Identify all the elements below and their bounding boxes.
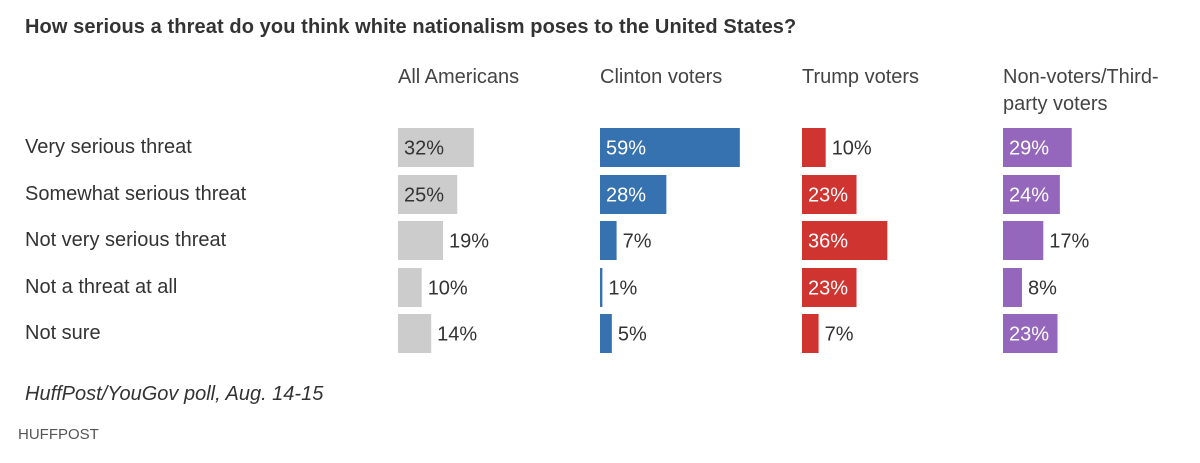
row-label-somewhat-serious: Somewhat serious threat (25, 183, 247, 205)
column-header-clinton-voters: Clinton voters (600, 66, 723, 88)
bar-2-0 (802, 128, 826, 167)
data-label-1-0: 59% (606, 138, 646, 160)
data-label-2-3: 23% (808, 278, 848, 300)
bar-2-1 (802, 175, 857, 214)
data-label-2-2: 36% (808, 231, 848, 253)
row-label-very-serious: Very serious threat (25, 136, 192, 158)
bar-2-2 (802, 221, 888, 260)
data-label-3-0: 29% (1009, 138, 1049, 160)
data-label-2-4: 7% (825, 324, 854, 346)
data-label-2-1: 23% (808, 185, 848, 207)
bar-0-1 (398, 175, 458, 214)
data-label-0-0: 32% (404, 138, 444, 160)
bar-0-0 (398, 128, 474, 167)
data-label-3-1: 24% (1009, 185, 1049, 207)
bar-3-1 (1003, 175, 1060, 214)
bar-1-0 (600, 128, 740, 167)
bar-3-2 (1003, 221, 1044, 260)
row-label-not-sure: Not sure (25, 322, 101, 344)
chart-title: How serious a threat do you think white … (25, 16, 797, 38)
data-label-0-2: 19% (449, 231, 489, 253)
data-label-0-3: 10% (428, 278, 468, 300)
data-label-3-3: 8% (1028, 278, 1057, 300)
data-label-0-1: 25% (404, 185, 444, 207)
bar-1-3 (600, 268, 603, 307)
data-label-3-4: 23% (1009, 324, 1049, 346)
data-label-3-2: 17% (1049, 231, 1089, 253)
brand-logo: HUFFPOST (18, 426, 99, 443)
column-header-trump-voters: Trump voters (802, 66, 920, 88)
bar-0-3 (398, 268, 422, 307)
row-label-not-very-serious: Not very serious threat (25, 229, 227, 251)
bar-3-3 (1003, 268, 1022, 307)
data-label-2-0: 10% (832, 138, 872, 160)
column-header-all-americans: All Americans (398, 66, 520, 88)
bar-0-2 (398, 221, 444, 260)
bar-2-3 (802, 268, 857, 307)
bar-1-4 (600, 314, 612, 353)
data-label-1-4: 5% (618, 324, 647, 346)
data-label-1-3: 1% (608, 278, 637, 300)
row-label-not-a-threat: Not a threat at all (25, 276, 178, 298)
data-label-1-1: 28% (606, 185, 646, 207)
bar-1-2 (600, 221, 617, 260)
bar-3-0 (1003, 128, 1072, 167)
column-header-non-voters: Non-voters/Third-party voters (1003, 66, 1159, 115)
data-label-0-4: 14% (437, 324, 477, 346)
data-label-1-2: 7% (623, 231, 652, 253)
bar-0-4 (398, 314, 432, 353)
bar-2-4 (802, 314, 819, 353)
source-note: HuffPost/YouGov poll, Aug. 14-15 (25, 383, 324, 405)
bar-3-4 (1003, 314, 1058, 353)
bar-1-1 (600, 175, 667, 214)
